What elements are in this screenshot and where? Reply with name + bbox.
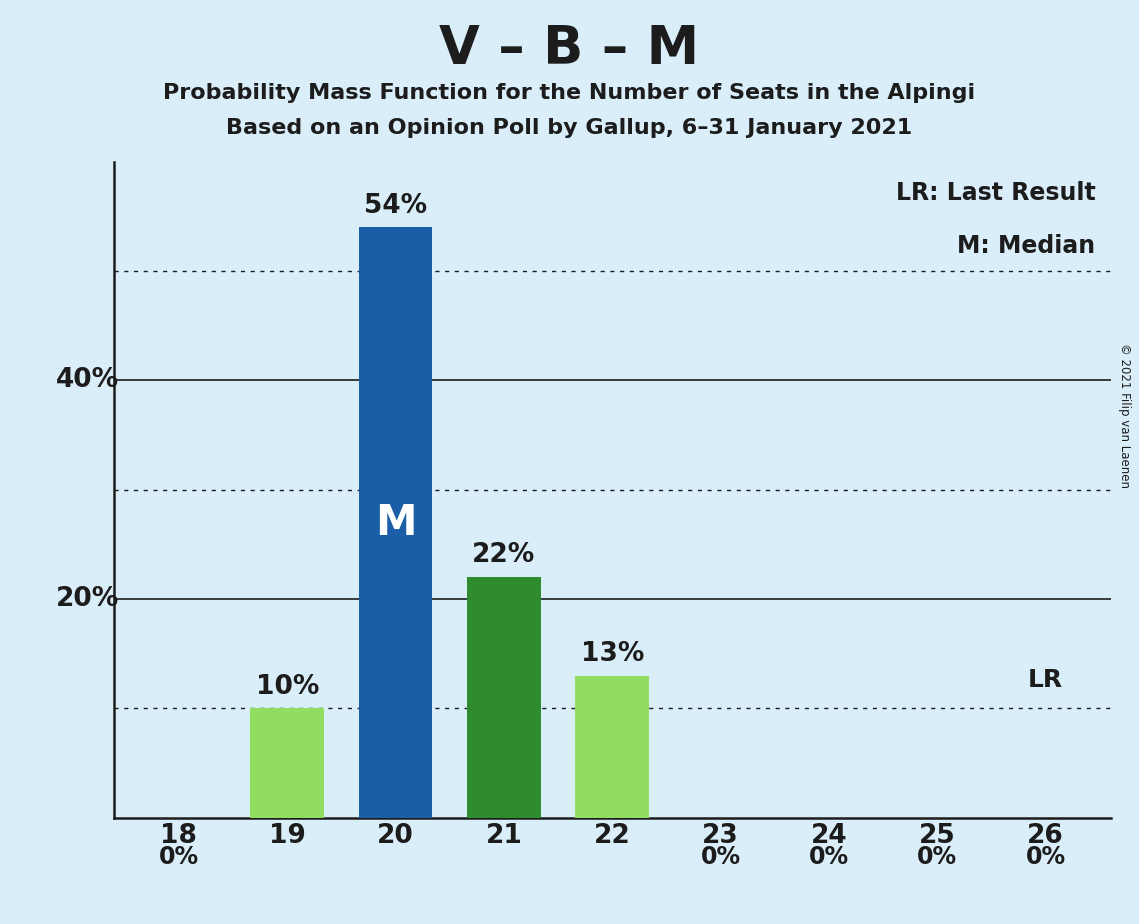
Text: 54%: 54% [364, 192, 427, 219]
Bar [359, 227, 433, 818]
Text: LR: Last Result: LR: Last Result [896, 181, 1096, 205]
Text: 13%: 13% [581, 641, 644, 667]
Text: 0%: 0% [700, 845, 740, 869]
Text: Probability Mass Function for the Number of Seats in the Alpingi: Probability Mass Function for the Number… [163, 83, 976, 103]
Bar [575, 675, 649, 818]
Bar [251, 709, 325, 818]
Text: Based on an Opinion Poll by Gallup, 6–31 January 2021: Based on an Opinion Poll by Gallup, 6–31… [227, 118, 912, 139]
Text: © 2021 Filip van Laenen: © 2021 Filip van Laenen [1118, 344, 1131, 488]
Text: 0%: 0% [1025, 845, 1066, 869]
Text: 0%: 0% [809, 845, 849, 869]
Text: 40%: 40% [56, 368, 120, 394]
Text: 22%: 22% [473, 542, 535, 568]
Text: M: Median: M: Median [958, 234, 1096, 258]
Text: 20%: 20% [56, 586, 120, 612]
Text: 0%: 0% [158, 845, 199, 869]
Text: LR: LR [1029, 668, 1063, 692]
Text: 0%: 0% [917, 845, 957, 869]
Bar [467, 578, 541, 818]
Text: V – B – M: V – B – M [440, 23, 699, 75]
Text: 10%: 10% [255, 674, 319, 699]
Text: M: M [375, 502, 417, 543]
